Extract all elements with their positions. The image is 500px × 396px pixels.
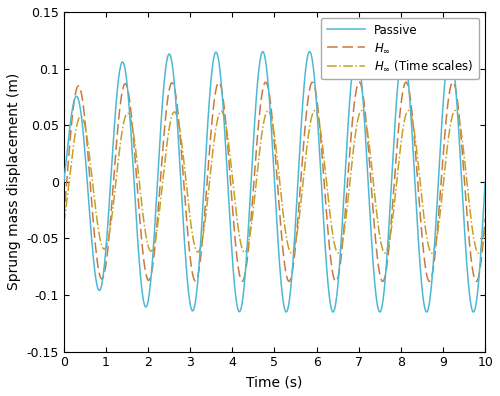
$H_\infty$ (Time scales) (452, 108, 458, 113)
$H_\infty$ (63, 191, 69, 196)
Passive (78, 113, 84, 118)
Passive (63, 162, 69, 167)
Passive (447, 49, 453, 54)
Passive (86, 204, 92, 208)
X-axis label: Time (s): Time (s) (246, 375, 302, 389)
Passive (267, 103, 273, 107)
$H_\infty$ (78, 91, 84, 95)
$H_\infty$ (482, 216, 488, 221)
Passive (144, 304, 150, 309)
$H_\infty$ (86, 166, 92, 171)
$H_\infty$ (Time scales) (61, 221, 67, 226)
Line: $H_\infty$: $H_\infty$ (64, 82, 485, 282)
$H_\infty$ (267, 95, 273, 100)
$H_\infty$ (61, 215, 67, 219)
$H_\infty$ (473, 279, 479, 284)
$H_\infty$ (Time scales) (86, 150, 92, 155)
$H_\infty$ (Time scales) (460, 142, 466, 147)
Legend: Passive, $H_\infty$, $H_\infty$ (Time scales): Passive, $H_\infty$, $H_\infty$ (Time sc… (321, 18, 479, 79)
Line: Passive: Passive (64, 51, 485, 312)
Passive (470, 310, 476, 314)
Y-axis label: Sprung mass displacement (m): Sprung mass displacement (m) (7, 73, 21, 290)
$H_\infty$ (Time scales) (63, 207, 69, 212)
$H_\infty$ (450, 80, 456, 84)
$H_\infty$ (144, 274, 150, 279)
$H_\infty$ (460, 157, 466, 162)
Passive (61, 179, 67, 184)
Passive (460, 199, 466, 204)
Passive (482, 179, 488, 184)
Line: $H_\infty$ (Time scales): $H_\infty$ (Time scales) (64, 110, 485, 253)
$H_\infty$ (Time scales) (78, 114, 84, 118)
$H_\infty$ (Time scales) (267, 110, 273, 115)
$H_\infty$ (Time scales) (144, 236, 150, 241)
$H_\infty$ (Time scales) (482, 225, 488, 230)
$H_\infty$ (Time scales) (476, 251, 482, 255)
